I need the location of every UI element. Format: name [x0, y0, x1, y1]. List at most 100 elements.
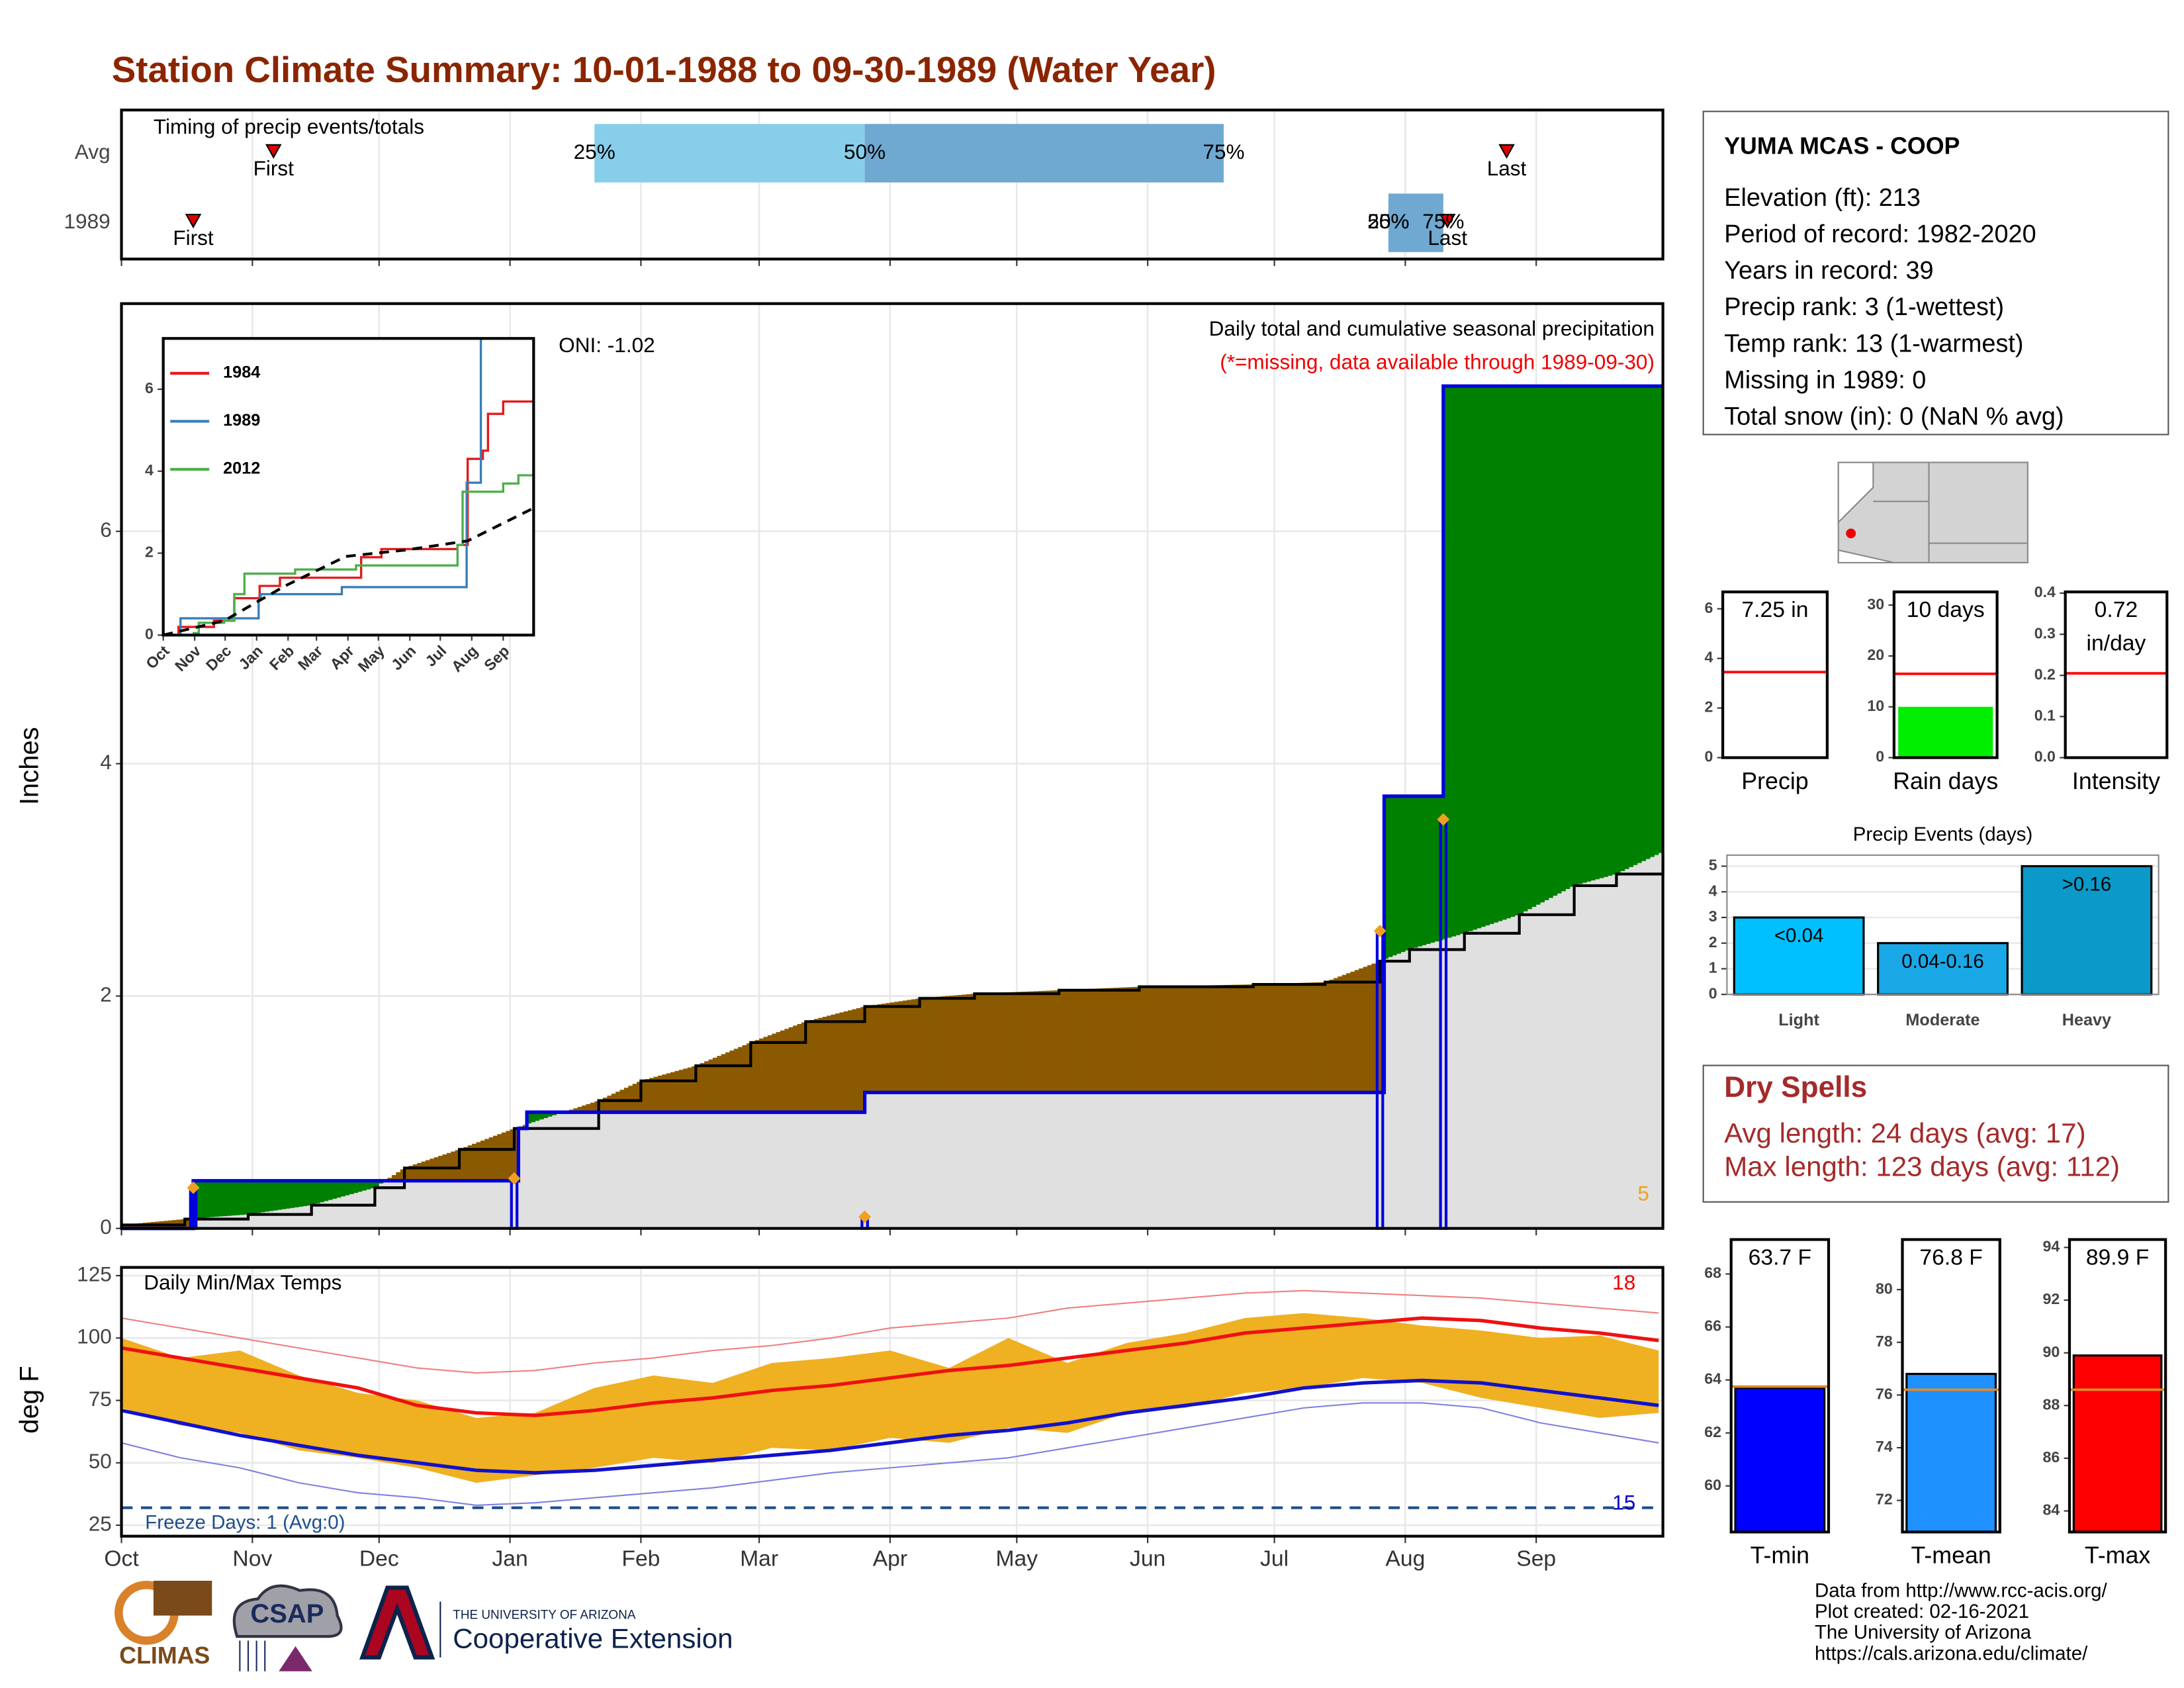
- base-fill: [962, 1092, 967, 1229]
- difference-fill: [1075, 989, 1081, 1093]
- difference-fill: [746, 1043, 752, 1113]
- base-fill: [273, 1210, 279, 1229]
- difference-fill: [602, 1098, 608, 1113]
- y-tick-label: 0: [145, 626, 154, 643]
- bar: [2072, 1354, 2163, 1532]
- base-fill: [277, 1209, 283, 1229]
- difference-fill: [1578, 386, 1584, 884]
- base-fill: [590, 1112, 596, 1229]
- difference-fill: [1629, 386, 1634, 867]
- difference-fill: [1346, 973, 1351, 1093]
- base-fill: [1354, 1092, 1360, 1229]
- record-low-line: [121, 1402, 1659, 1506]
- base-fill: [1173, 1092, 1178, 1229]
- base-fill: [801, 1112, 807, 1229]
- difference-fill: [548, 1112, 553, 1117]
- base-fill: [417, 1180, 422, 1229]
- difference-fill: [210, 1180, 215, 1217]
- difference-fill: [1350, 971, 1355, 1093]
- base-fill: [903, 1092, 908, 1229]
- difference-fill: [877, 1004, 882, 1093]
- bar-label: <0.04: [1774, 925, 1824, 947]
- base-fill: [683, 1112, 688, 1229]
- base-fill: [868, 1092, 874, 1229]
- base-fill: [1253, 1092, 1258, 1229]
- difference-fill: [1219, 985, 1224, 1093]
- difference-fill: [873, 1005, 878, 1093]
- difference-fill: [506, 1131, 511, 1181]
- difference-fill: [978, 993, 984, 1093]
- base-fill: [1604, 876, 1609, 1229]
- base-fill: [1067, 1092, 1073, 1229]
- base-fill: [848, 1112, 853, 1229]
- difference-fill: [514, 1127, 520, 1181]
- x-tick-label: May: [996, 1546, 1038, 1571]
- count-label: 5: [1637, 1182, 1649, 1205]
- chart-note: (*=missing, data available through 1989-…: [1220, 350, 1655, 373]
- base-fill: [831, 1112, 836, 1229]
- base-fill: [391, 1180, 397, 1229]
- difference-fill: [302, 1180, 308, 1206]
- base-fill: [497, 1180, 502, 1229]
- base-fill: [767, 1112, 773, 1229]
- base-fill: [776, 1112, 781, 1229]
- plot-frame: [120, 302, 1664, 1230]
- base-fill: [839, 1112, 844, 1229]
- y-tick-label: 88: [2043, 1395, 2060, 1413]
- y-tick-label: 6: [100, 518, 112, 541]
- difference-fill: [1553, 386, 1558, 896]
- base-fill: [404, 1180, 410, 1229]
- difference-fill: [1114, 988, 1119, 1093]
- value-label: 7.25 in: [1741, 598, 1809, 623]
- difference-fill: [1455, 386, 1461, 935]
- difference-fill: [1654, 386, 1660, 855]
- base-fill: [222, 1216, 228, 1229]
- base-fill: [1565, 889, 1571, 1229]
- x-axis-label: T-mean: [1911, 1542, 1991, 1569]
- base-fill: [835, 1112, 841, 1229]
- plot-frame: [1892, 590, 1999, 759]
- difference-fill: [222, 1180, 228, 1217]
- base-fill: [637, 1112, 642, 1229]
- difference-fill: [1510, 386, 1516, 917]
- base-fill: [657, 1112, 663, 1229]
- base-fill: [1531, 907, 1537, 1229]
- difference-fill: [1616, 386, 1621, 873]
- base-fill: [488, 1180, 494, 1229]
- series-line: [163, 338, 534, 635]
- base-fill: [577, 1112, 582, 1229]
- base-fill: [995, 1092, 1001, 1229]
- base-fill: [818, 1112, 823, 1229]
- y-tick-label: 2: [1704, 698, 1713, 716]
- difference-fill: [248, 1180, 253, 1215]
- base-fill: [522, 1128, 527, 1229]
- row-label: Avg: [75, 140, 111, 164]
- difference-fill: [991, 992, 997, 1093]
- base-fill: [632, 1112, 637, 1229]
- difference-fill: [641, 1080, 646, 1113]
- base-fill: [860, 1112, 866, 1229]
- quartile-label: 25%: [1367, 209, 1409, 233]
- difference-fill: [214, 1180, 220, 1217]
- base-fill: [970, 1092, 976, 1229]
- difference-fill: [1164, 986, 1169, 1093]
- freeze-label: Freeze Days: 1 (Avg:0): [145, 1512, 345, 1534]
- difference-fill: [801, 1022, 807, 1113]
- inset-bg: [163, 338, 534, 635]
- base-fill: [265, 1211, 270, 1229]
- y-axis-label: Inches: [15, 727, 44, 805]
- y-tick-label: 50: [89, 1449, 112, 1473]
- base-fill: [1075, 1092, 1081, 1229]
- difference-fill: [539, 1112, 545, 1120]
- base-fill: [375, 1186, 380, 1229]
- series-line: [163, 473, 534, 635]
- difference-fill: [784, 1029, 790, 1113]
- y-tick-label: 86: [2043, 1448, 2060, 1466]
- difference-fill: [349, 1180, 355, 1194]
- base-fill: [290, 1207, 296, 1229]
- difference-fill: [391, 1175, 397, 1181]
- difference-fill: [1139, 986, 1144, 1093]
- difference-fill: [957, 995, 963, 1093]
- base-fill: [531, 1122, 536, 1229]
- value-label-box: 10 days: [1907, 599, 1985, 623]
